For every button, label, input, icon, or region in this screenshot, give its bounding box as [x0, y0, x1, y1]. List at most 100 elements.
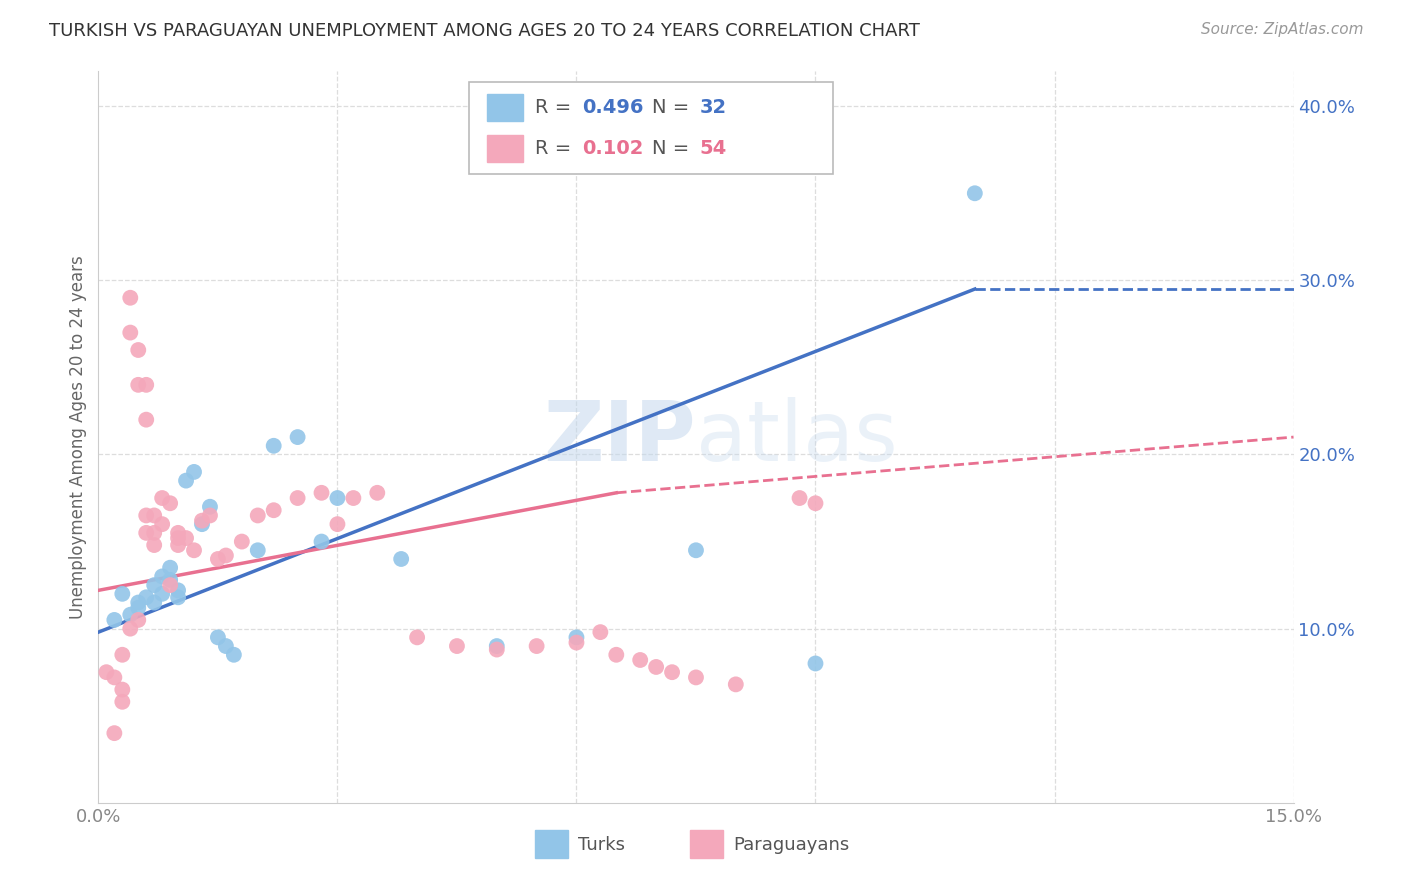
Point	[605, 648, 627, 662]
Point	[231, 534, 253, 549]
Point	[565, 631, 588, 645]
Point	[326, 517, 349, 532]
Point	[215, 549, 238, 563]
Point	[111, 648, 134, 662]
Point	[150, 517, 173, 532]
Text: Paraguayans: Paraguayans	[733, 836, 849, 855]
Point	[127, 595, 149, 609]
Point	[685, 670, 707, 684]
Point	[96, 665, 118, 680]
Text: atlas: atlas	[696, 397, 897, 477]
Point	[127, 343, 149, 357]
Point	[191, 514, 214, 528]
Point	[111, 695, 134, 709]
Bar	[690, 830, 724, 858]
Text: TURKISH VS PARAGUAYAN UNEMPLOYMENT AMONG AGES 20 TO 24 YEARS CORRELATION CHART: TURKISH VS PARAGUAYAN UNEMPLOYMENT AMONG…	[49, 22, 920, 40]
Text: N =: N =	[652, 139, 695, 158]
Point	[263, 503, 285, 517]
Point	[804, 496, 827, 510]
Point	[103, 670, 125, 684]
Point	[143, 578, 166, 592]
Point	[446, 639, 468, 653]
Point	[207, 631, 229, 645]
Point	[167, 583, 190, 598]
Point	[150, 491, 173, 505]
Point	[167, 525, 190, 540]
Text: 0.496: 0.496	[582, 98, 644, 118]
Point	[207, 552, 229, 566]
Point	[485, 642, 508, 657]
Point	[127, 600, 149, 615]
Point	[111, 682, 134, 697]
Point	[311, 485, 333, 500]
Point	[174, 474, 197, 488]
Point	[127, 377, 149, 392]
Point	[485, 639, 508, 653]
Point	[183, 543, 205, 558]
Point	[311, 534, 333, 549]
Point	[804, 657, 827, 671]
Text: R =: R =	[534, 98, 576, 118]
Text: N =: N =	[652, 98, 695, 118]
Point	[246, 508, 269, 523]
Point	[111, 587, 134, 601]
Point	[150, 587, 173, 601]
Point	[135, 508, 157, 523]
Point	[191, 517, 214, 532]
Point	[198, 508, 221, 523]
Point	[215, 639, 238, 653]
Point	[135, 377, 157, 392]
Point	[789, 491, 811, 505]
Point	[103, 613, 125, 627]
Point	[159, 560, 181, 574]
Point	[222, 648, 245, 662]
Point	[135, 525, 157, 540]
Point	[135, 412, 157, 426]
Text: R =: R =	[534, 139, 576, 158]
Bar	[486, 135, 523, 161]
Point	[389, 552, 412, 566]
Point	[287, 430, 309, 444]
Point	[287, 491, 309, 505]
Point	[159, 573, 181, 587]
FancyBboxPatch shape	[470, 82, 834, 174]
Point	[183, 465, 205, 479]
Point	[167, 531, 190, 545]
Point	[366, 485, 388, 500]
Point	[406, 631, 429, 645]
Point	[685, 543, 707, 558]
Point	[143, 538, 166, 552]
Point	[120, 326, 142, 340]
Point	[526, 639, 548, 653]
Point	[127, 613, 149, 627]
Point	[198, 500, 221, 514]
Point	[342, 491, 364, 505]
Point	[645, 660, 668, 674]
Point	[143, 508, 166, 523]
Point	[135, 591, 157, 605]
Point	[167, 591, 190, 605]
Point	[159, 496, 181, 510]
Point	[159, 578, 181, 592]
Point	[174, 531, 197, 545]
Point	[628, 653, 651, 667]
Text: Source: ZipAtlas.com: Source: ZipAtlas.com	[1201, 22, 1364, 37]
Point	[150, 569, 173, 583]
Point	[661, 665, 683, 680]
Point	[565, 635, 588, 649]
Text: 54: 54	[700, 139, 727, 158]
Point	[326, 491, 349, 505]
Bar	[534, 830, 568, 858]
Point	[143, 525, 166, 540]
Point	[120, 607, 142, 622]
Point	[246, 543, 269, 558]
Point	[143, 595, 166, 609]
Text: Turks: Turks	[578, 836, 624, 855]
Text: 0.102: 0.102	[582, 139, 644, 158]
Point	[167, 538, 190, 552]
Text: ZIP: ZIP	[544, 397, 696, 477]
Point	[103, 726, 125, 740]
Point	[963, 186, 986, 201]
Y-axis label: Unemployment Among Ages 20 to 24 years: Unemployment Among Ages 20 to 24 years	[69, 255, 87, 619]
Point	[724, 677, 747, 691]
